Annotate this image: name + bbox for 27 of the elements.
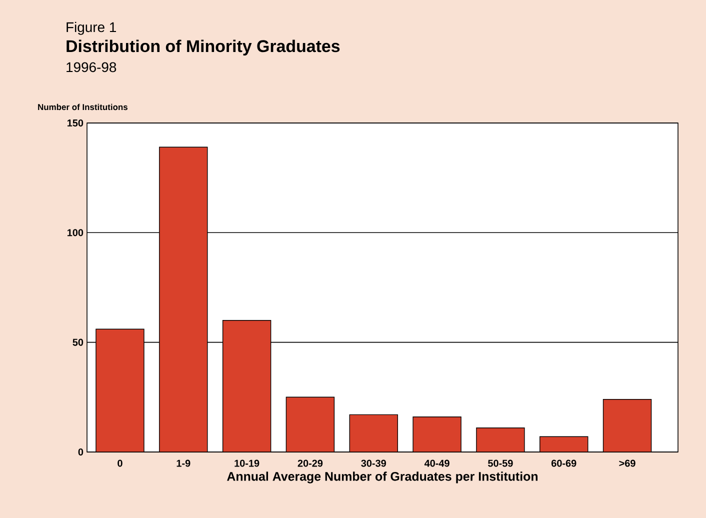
y-tick-label: 0 xyxy=(78,448,84,456)
x-tick-label: 0 xyxy=(118,460,122,467)
bar xyxy=(476,428,525,452)
chart-subtitle: 1996-98 xyxy=(66,62,116,72)
x-tick-label: >69 xyxy=(619,460,636,467)
bar xyxy=(540,436,588,452)
x-tick-label: 20-29 xyxy=(298,460,323,467)
y-tick-label: 50 xyxy=(72,338,84,346)
bar xyxy=(349,414,398,452)
x-tick-label: 60-69 xyxy=(551,460,576,467)
x-tick-label: 10-19 xyxy=(234,460,260,467)
bar xyxy=(96,328,144,452)
bar xyxy=(222,320,272,452)
x-tick-label: 40-49 xyxy=(424,460,450,467)
y-axis-title: Number of Institutions xyxy=(38,104,128,110)
y-tick-label: 100 xyxy=(67,229,84,236)
caption: Figure 1 xyxy=(66,22,116,35)
chart-title: Distribution of Minority Graduates xyxy=(66,40,340,56)
x-tick-label: 30-39 xyxy=(361,460,386,467)
bar xyxy=(159,146,208,452)
bar xyxy=(412,416,462,452)
bar xyxy=(602,398,652,452)
x-tick-label: 50-59 xyxy=(488,460,513,467)
y-tick-label: 150 xyxy=(67,119,84,127)
x-tick-label: 1-9 xyxy=(176,460,190,467)
bar xyxy=(286,396,335,452)
x-axis-title: Annual Average Number of Graduates per Institution xyxy=(227,472,538,484)
